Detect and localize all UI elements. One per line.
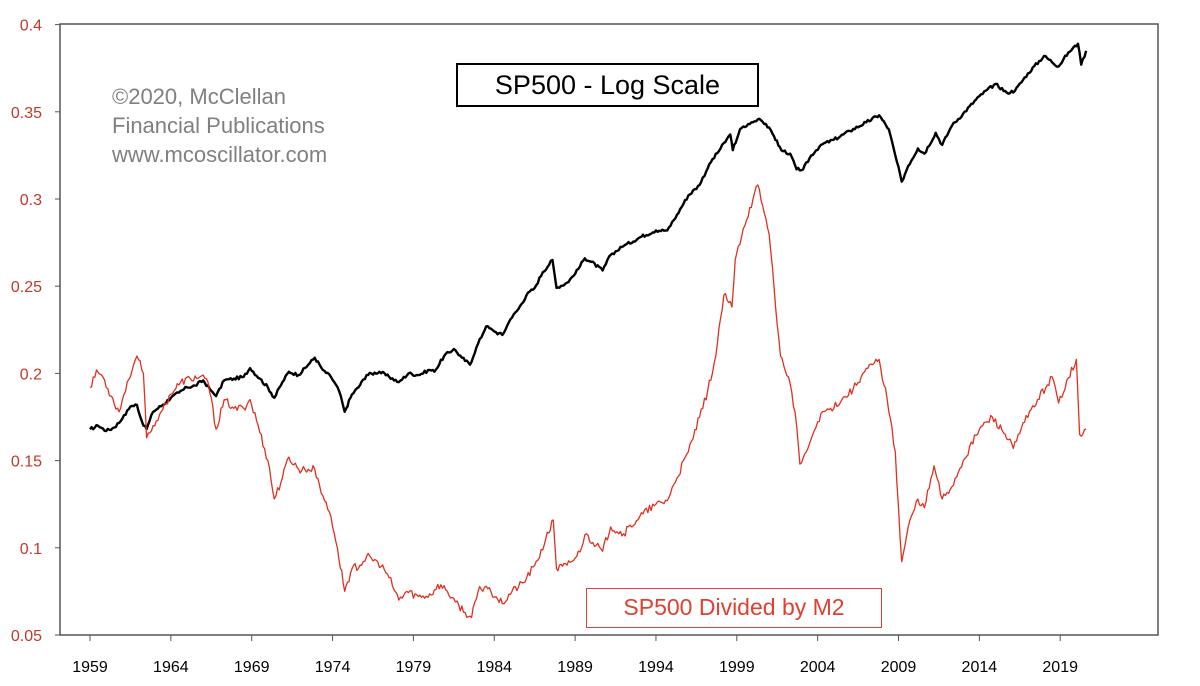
copyright-line-3: www.mcoscillator.com: [112, 142, 328, 167]
legend-label-red-series: SP500 Divided by M2: [586, 588, 882, 628]
y-tick-label: 0.3: [20, 192, 42, 209]
series-layer: [89, 42, 1088, 619]
y-tick-label: 0.05: [11, 628, 42, 645]
x-tick-label: 1979: [396, 659, 432, 676]
x-tick-label: 1969: [234, 659, 270, 676]
series-line-red: [89, 184, 1087, 619]
y-tick-label: 0.2: [20, 366, 42, 383]
x-tick-label: 1964: [153, 659, 189, 676]
y-tick-label: 0.4: [20, 18, 42, 35]
y-tick-label: 0.35: [11, 105, 42, 122]
x-tick-label: 1974: [315, 659, 351, 676]
chart-title: SP500 - Log Scale: [456, 63, 759, 107]
x-tick-label: 1999: [719, 659, 755, 676]
x-tick-label: 1989: [557, 659, 593, 676]
x-axis-ticks: 1959 1964 1969 1974 1979 1984 1989 1994 1999 2004…: [72, 635, 1078, 676]
x-tick-label: 1959: [72, 659, 108, 676]
x-tick-label: 2004: [800, 659, 836, 676]
y-axis-ticks: 0.4 0.35 0.3 0.25 0.2 0.15 0.1 0.05: [11, 18, 60, 645]
series-line-black: [89, 42, 1088, 433]
x-tick-label: 1984: [476, 659, 512, 676]
copyright-line-2: Financial Publications: [112, 113, 325, 138]
y-tick-label: 0.15: [11, 454, 42, 471]
copyright-line-1: ©2020, McClellan: [112, 84, 286, 109]
x-tick-label: 2014: [962, 659, 998, 676]
y-tick-label: 0.25: [11, 279, 42, 296]
x-tick-label: 2019: [1042, 659, 1078, 676]
x-tick-label: 2009: [881, 659, 917, 676]
x-tick-label: 1994: [638, 659, 674, 676]
y-tick-label: 0.1: [20, 541, 42, 558]
